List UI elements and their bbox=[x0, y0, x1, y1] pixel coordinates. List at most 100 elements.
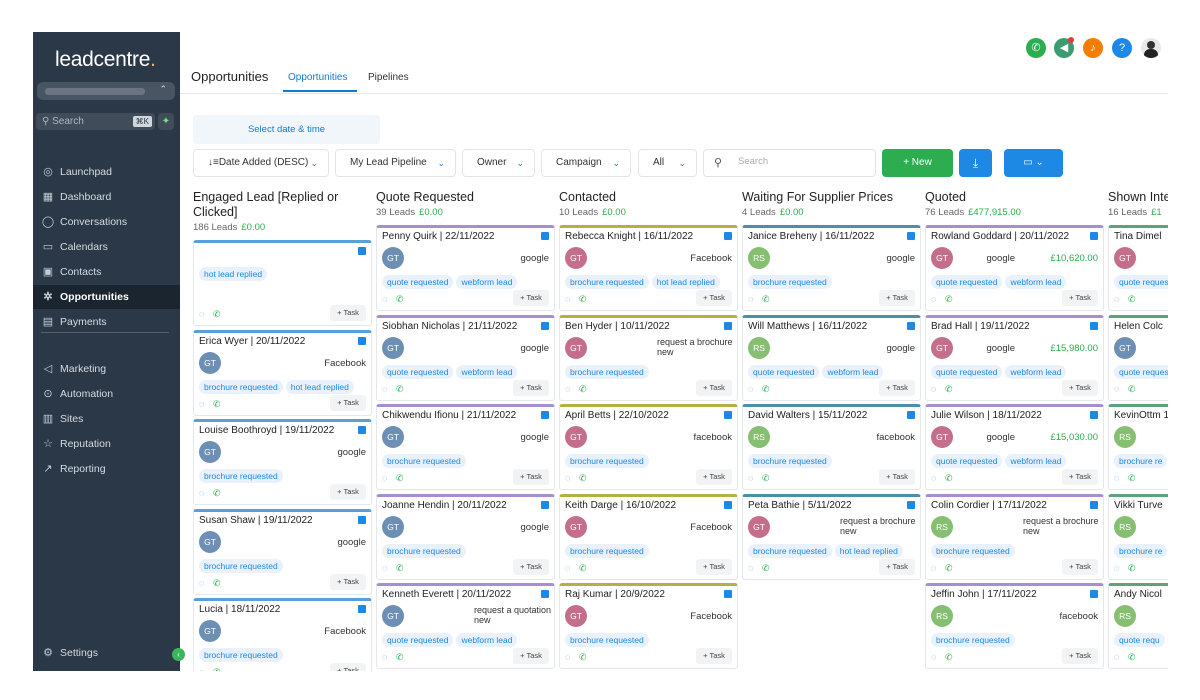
tag-chip[interactable]: brochure requested bbox=[199, 379, 283, 394]
tag-chip[interactable]: brochure requested bbox=[199, 469, 283, 483]
tag-chip[interactable]: quote requested bbox=[1114, 364, 1168, 379]
filter-dropdown-3[interactable]: Campaign ⌄ bbox=[541, 149, 631, 177]
calendar-icon[interactable] bbox=[358, 426, 366, 434]
chat-icon[interactable]: ◌ bbox=[382, 562, 388, 573]
sidebar-collapse-button[interactable]: ‹ bbox=[172, 648, 185, 661]
view-toggle-button[interactable]: ▭ ⌄ bbox=[1004, 149, 1063, 177]
chat-icon[interactable]: ◌ bbox=[931, 562, 937, 573]
chat-icon[interactable]: ◌ bbox=[565, 562, 571, 573]
sidebar-item-dashboard[interactable]: ▦ Dashboard bbox=[33, 185, 180, 209]
phone-icon[interactable]: ✆ bbox=[945, 652, 953, 662]
calendar-icon[interactable] bbox=[724, 411, 732, 419]
calendar-icon[interactable] bbox=[1090, 232, 1098, 240]
tag-chip[interactable]: brochure requested bbox=[565, 633, 649, 647]
phone-icon[interactable]: ✆ bbox=[1128, 294, 1136, 304]
search-input[interactable] bbox=[738, 156, 868, 167]
download-button[interactable]: ⤓ bbox=[959, 149, 992, 177]
add-task-button[interactable]: + Task bbox=[1062, 648, 1098, 664]
phone-icon[interactable]: ✆ bbox=[396, 294, 404, 304]
calendar-icon[interactable] bbox=[724, 321, 732, 330]
phone-icon[interactable]: ✆ bbox=[213, 398, 221, 409]
add-task-button[interactable]: + Task bbox=[696, 290, 732, 306]
opportunity-card[interactable]: Susan Shaw | 19/11/2022 GT google brochure … bbox=[193, 508, 372, 595]
chat-icon[interactable]: ◌ bbox=[1114, 562, 1120, 573]
phone-icon[interactable]: ✆ bbox=[579, 294, 587, 304]
calendar-icon[interactable] bbox=[541, 590, 549, 598]
phone-icon[interactable]: ✆ bbox=[579, 652, 587, 662]
chat-icon[interactable]: ◌ bbox=[565, 294, 571, 304]
tag-chip[interactable]: brochure requested bbox=[565, 454, 649, 468]
filter-dropdown-4[interactable]: All ⌄ bbox=[638, 149, 697, 177]
calendar-icon[interactable] bbox=[1090, 500, 1098, 509]
phone-icon[interactable]: ✆ bbox=[945, 383, 953, 394]
tag-chip[interactable]: webform lead bbox=[456, 364, 518, 379]
ai-spark-button[interactable]: ✦ bbox=[158, 113, 174, 130]
sidebar-item-reporting[interactable]: ↗ Reporting bbox=[33, 457, 180, 481]
tag-chip[interactable]: quote requested bbox=[382, 633, 454, 647]
phone-icon[interactable]: ✆ bbox=[1128, 473, 1136, 483]
brand-logo[interactable]: leadcentre. bbox=[55, 48, 156, 72]
add-task-button[interactable]: + Task bbox=[513, 290, 549, 306]
calendar-icon[interactable] bbox=[907, 411, 915, 419]
opportunity-card[interactable]: Will Matthews | 16/11/2022 RS google quote … bbox=[742, 314, 921, 401]
tag-chip[interactable]: brochure requested bbox=[565, 275, 649, 289]
add-task-button[interactable]: + Task bbox=[330, 663, 366, 671]
phone-icon[interactable]: ✆ bbox=[945, 562, 953, 573]
calendar-icon[interactable] bbox=[1090, 411, 1098, 419]
phone-icon[interactable]: ✆ bbox=[213, 488, 221, 498]
phone-icon[interactable]: ✆ bbox=[579, 473, 587, 483]
chat-icon[interactable]: ◌ bbox=[1114, 383, 1120, 394]
sidebar-item-automation[interactable]: ⊙ Automation bbox=[33, 382, 180, 406]
chat-icon[interactable]: ◌ bbox=[748, 383, 754, 394]
add-task-button[interactable]: + Task bbox=[1062, 469, 1098, 485]
tag-chip[interactable]: brochure requested bbox=[565, 543, 649, 558]
phone-icon[interactable]: ✆ bbox=[762, 294, 770, 304]
phone-icon[interactable]: ✆ bbox=[1026, 38, 1046, 58]
tag-chip[interactable]: brochure requested bbox=[931, 543, 1015, 558]
chat-icon[interactable]: ◌ bbox=[931, 652, 937, 662]
tag-chip[interactable]: webform lead bbox=[1005, 364, 1067, 379]
chat-icon[interactable]: ◌ bbox=[1114, 652, 1120, 662]
sidebar-item-conversations[interactable]: ◯ Conversations bbox=[33, 210, 180, 234]
tag-chip[interactable]: brochure re bbox=[1114, 454, 1168, 468]
opportunity-card[interactable]: Louise Boothroyd | 19/11/2022 GT google bro… bbox=[193, 419, 372, 505]
chat-icon[interactable]: ◌ bbox=[199, 398, 205, 409]
calendar-icon[interactable] bbox=[724, 232, 732, 240]
opportunity-card[interactable]: Tina Dimel GT quote requested ◌ ✆ bbox=[1108, 225, 1168, 311]
phone-icon[interactable]: ✆ bbox=[396, 383, 404, 394]
phone-icon[interactable]: ✆ bbox=[396, 652, 404, 662]
chat-icon[interactable]: ◌ bbox=[199, 667, 204, 671]
tag-chip[interactable]: quote requested bbox=[748, 364, 820, 379]
sidebar-item-payments[interactable]: ▤ Payments bbox=[33, 310, 180, 334]
sidebar-item-marketing[interactable]: ◁ Marketing bbox=[33, 357, 180, 381]
phone-icon[interactable]: ✆ bbox=[396, 562, 404, 573]
opportunity-card[interactable]: Colin Cordier | 17/11/2022 RS request a br… bbox=[925, 493, 1104, 580]
tag-chip[interactable]: webform lead bbox=[1005, 454, 1067, 468]
chat-icon[interactable]: ◌ bbox=[199, 309, 205, 319]
tag-chip[interactable]: hot lead replied bbox=[199, 267, 268, 281]
calendar-icon[interactable] bbox=[724, 590, 732, 598]
add-task-button[interactable]: + Task bbox=[330, 394, 366, 411]
sidebar-item-launchpad[interactable]: ◎ Launchpad bbox=[33, 160, 180, 184]
opportunity-card[interactable]: David Walters | 15/11/2022 RS facebook broc… bbox=[742, 404, 921, 490]
opportunity-card[interactable]: Joanne Hendin | 20/11/2022 GT google brochu… bbox=[376, 493, 555, 580]
calendar-icon[interactable] bbox=[1090, 321, 1098, 330]
tag-chip[interactable]: brochure requested bbox=[748, 543, 832, 558]
chat-icon[interactable]: ◌ bbox=[1114, 294, 1120, 304]
calendar-icon[interactable] bbox=[907, 500, 915, 509]
opportunity-card[interactable]: April Betts | 22/10/2022 GT facebook brochu… bbox=[559, 404, 738, 490]
opportunity-card[interactable]: Janice Breheny | 16/11/2022 RS google broch… bbox=[742, 225, 921, 311]
chat-icon[interactable]: ◌ bbox=[565, 383, 571, 394]
tag-chip[interactable]: brochure requested bbox=[199, 558, 283, 573]
tag-chip[interactable]: hot lead replied bbox=[285, 379, 354, 394]
new-opportunity-button[interactable]: + New bbox=[882, 149, 953, 177]
tag-chip[interactable]: quote requested bbox=[931, 275, 1003, 289]
calendar-icon[interactable] bbox=[1090, 590, 1098, 598]
sidebar-item-reputation[interactable]: ☆ Reputation bbox=[33, 432, 180, 456]
tag-chip[interactable]: brochure requested bbox=[199, 648, 283, 662]
opportunity-card[interactable]: Lucia | 18/11/2022 GT Facebook brochure req… bbox=[193, 598, 372, 671]
phone-icon[interactable]: ✆ bbox=[1128, 383, 1136, 394]
phone-icon[interactable]: ✆ bbox=[213, 577, 221, 588]
chat-icon[interactable]: ◌ bbox=[748, 294, 754, 304]
sidebar-item-opportunities[interactable]: ✲ Opportunities bbox=[33, 285, 180, 309]
